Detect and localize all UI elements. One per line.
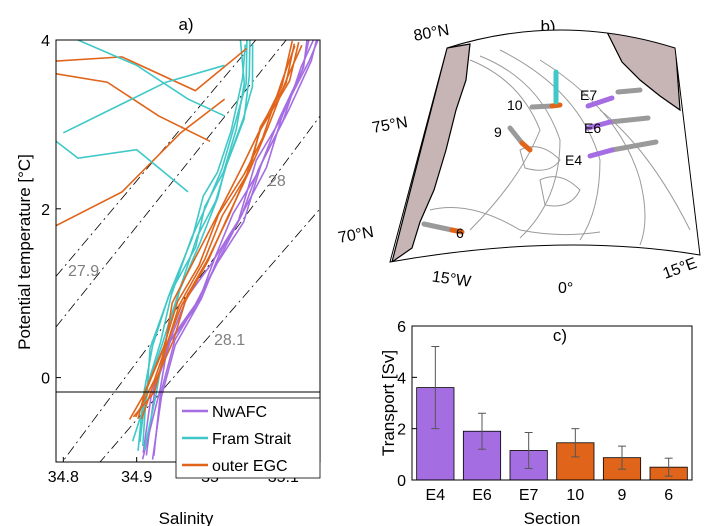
section-label-e4: E4 (565, 152, 582, 168)
panel-a-ylabel: Potential temperature [°C] (15, 154, 34, 350)
lon-label: 15°E (661, 255, 700, 283)
y-tick-label: 2 (41, 202, 50, 219)
ts-profile-fram-strait (139, 40, 248, 443)
section-highlight-6 (449, 227, 465, 235)
lat-label: 70°N (337, 224, 375, 247)
panel-b: b) 80°N 75°N 70°N 15°W 0° 15°E 10 9 6 E7… (337, 17, 701, 297)
x-tick-label-e6: E6 (472, 487, 492, 504)
ts-profile-branch (56, 47, 248, 92)
isopycnal-label: 28 (268, 173, 286, 190)
legend: NwAFC Fram Strait outer EGC (175, 397, 321, 479)
section-highlight-e6 (585, 119, 613, 131)
bathymetry-contour (429, 207, 601, 236)
y-tick-label: 6 (397, 319, 406, 336)
x-tick-label-e4: E4 (426, 487, 446, 504)
bathymetry-contour (519, 146, 561, 171)
ts-profile-fram-strait (141, 40, 251, 447)
section-label-e6: E6 (584, 120, 601, 136)
panel-c-ylabel: Transport [Sv] (379, 350, 398, 456)
isopycnal-label: 27.9 (68, 263, 99, 280)
ts-profile-nwafc (153, 40, 318, 456)
x-tick-label: 34.9 (121, 469, 152, 486)
ts-profiles (56, 40, 319, 460)
map-content (391, 30, 691, 262)
lat-label: 75°N (371, 114, 409, 137)
bathymetry-contour (539, 59, 646, 246)
lon-label: 0° (558, 280, 573, 297)
section-line-6 (421, 221, 455, 233)
panel-a-y-ticks: 0 2 4 (41, 33, 61, 388)
ts-profile-branch (56, 72, 211, 142)
y-tick-label: 2 (397, 422, 406, 439)
panel-c-ticks: 0 2 4 6 (397, 319, 417, 490)
x-tick-label-9: 9 (618, 487, 627, 504)
sections (421, 69, 659, 235)
bathymetry-contour (479, 55, 561, 239)
panel-c-frame (411, 325, 693, 481)
x-tick-label-10: 10 (566, 487, 584, 504)
section-line-e4 (609, 139, 659, 153)
section-line-9 (507, 125, 525, 146)
section-line-10 (529, 103, 555, 110)
ts-profile-branch (62, 64, 225, 134)
lat-label: 80°N (412, 22, 450, 45)
panel-c-label: c) (553, 326, 567, 345)
section-label-9: 9 (494, 124, 502, 140)
section-label-e7: E7 (580, 87, 597, 103)
section-highlight-9 (519, 140, 533, 153)
bathymetry-contour (469, 59, 541, 231)
panel-a: a) 34.834.93535.1 024 Salinity Potential… (15, 15, 321, 526)
ts-profile-branch (56, 140, 189, 193)
panel-c: c) E4 E6 E7 10 9 6 0 2 4 6 Section Transport [Sv… (379, 319, 693, 526)
section-highlight-10 (549, 102, 563, 109)
section-highlight-e4 (587, 147, 615, 159)
x-tick-label-6: 6 (664, 487, 673, 504)
isopycnal-label: 28.1 (214, 332, 245, 349)
ts-profile-outer-egc (140, 44, 303, 420)
bathymetry-contour (539, 176, 581, 207)
ts-profile-fram-strait (131, 44, 247, 442)
map-background (390, 30, 700, 262)
isopycnal-line (56, 40, 257, 277)
y-tick-label: 0 (397, 473, 406, 490)
lon-label: 15°W (431, 269, 473, 291)
legend-label-egc: outer EGC (212, 458, 288, 475)
section-line-e6 (607, 115, 651, 125)
legend-label-fram: Fram Strait (212, 431, 292, 448)
x-tick-label: 34.8 (48, 469, 79, 486)
panel-a-xlabel: Salinity (159, 509, 214, 526)
bars: E4 E6 E7 10 9 6 (416, 346, 688, 504)
greenland-land (391, 43, 471, 262)
map-frame (389, 29, 701, 263)
y-tick-label: 4 (41, 33, 50, 50)
legend-label-nwafc: NwAFC (212, 404, 267, 421)
panel-a-label: a) (178, 15, 193, 34)
ts-profile-branch (77, 40, 226, 117)
section-highlight-e7 (585, 95, 615, 109)
ts-profile-nwafc (151, 40, 319, 460)
ts-profile-branch (56, 98, 226, 227)
y-tick-label: 4 (397, 370, 406, 387)
section-label-6: 6 (456, 225, 464, 241)
y-tick-label: 0 (41, 371, 50, 388)
section-line-e7 (615, 87, 643, 95)
panel-c-xlabel: Section (524, 509, 581, 526)
x-tick-label-e7: E7 (519, 487, 539, 504)
section-label-10: 10 (507, 97, 523, 113)
